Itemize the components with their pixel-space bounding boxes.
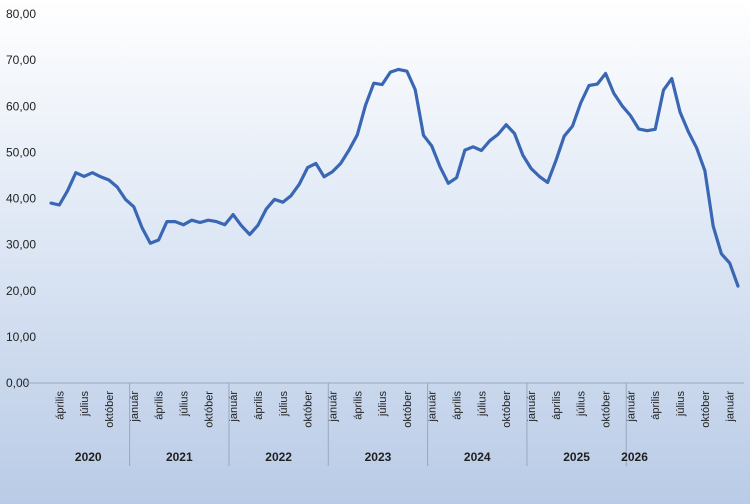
- x-tick-label: július: [675, 391, 687, 418]
- x-tick-label: április: [253, 391, 265, 420]
- x-tick-label: április: [452, 391, 464, 420]
- x-tick-label: október: [402, 391, 414, 428]
- y-axis: 0,00 10,00 20,00 30,00 40,00 50,00 60,00 70,00 8…: [6, 7, 36, 390]
- year-label: 2026: [621, 450, 648, 464]
- x-tick-label: október: [501, 391, 513, 428]
- x-tick-label: január: [228, 391, 240, 423]
- y-tick-label: 40,00: [6, 192, 36, 206]
- x-tick-label: október: [601, 391, 613, 428]
- x-tick-label: április: [551, 391, 563, 420]
- x-tick-label: október: [700, 391, 712, 428]
- year-label: 2023: [365, 450, 392, 464]
- x-tick-label: július: [178, 391, 190, 418]
- x-tick-label: január: [327, 391, 339, 423]
- x-tick-label: július: [377, 391, 389, 418]
- y-tick-label: 20,00: [6, 284, 36, 298]
- x-axis: április július október január április július o…: [24, 382, 744, 466]
- y-tick-label: 70,00: [6, 53, 36, 67]
- x-tick-label: október: [303, 391, 315, 428]
- y-tick-label: 50,00: [6, 145, 36, 159]
- x-tick-label: október: [104, 391, 116, 428]
- plot-area: [49, 67, 740, 288]
- x-tick-label: január: [526, 391, 538, 423]
- y-tick-label: 10,00: [6, 330, 36, 344]
- x-tick-label: április: [54, 391, 66, 420]
- x-tick-label: január: [427, 391, 439, 423]
- x-tick-label: január: [625, 391, 637, 423]
- x-tick-label: április: [650, 391, 662, 420]
- x-tick-label: április: [154, 391, 166, 420]
- y-tick-label: 30,00: [6, 238, 36, 252]
- x-tick-label: április: [352, 391, 364, 420]
- y-tick-label: 0,00: [6, 376, 30, 390]
- year-label: 2021: [166, 450, 193, 464]
- year-label: 2024: [464, 450, 491, 464]
- x-tick-label: július: [476, 391, 488, 418]
- x-tick-label: július: [79, 391, 91, 418]
- y-tick-label: 80,00: [6, 7, 36, 21]
- x-tick-label: január: [129, 391, 141, 423]
- x-tick-label: január: [725, 391, 737, 423]
- x-tick-label: július: [278, 391, 290, 418]
- y-tick-label: 60,00: [6, 99, 36, 113]
- x-tick-label: július: [576, 391, 588, 418]
- year-label: 2020: [75, 450, 102, 464]
- year-label: 2025: [563, 450, 590, 464]
- data-series-line: [49, 67, 740, 288]
- year-label: 2022: [265, 450, 292, 464]
- x-tick-label: október: [203, 391, 215, 428]
